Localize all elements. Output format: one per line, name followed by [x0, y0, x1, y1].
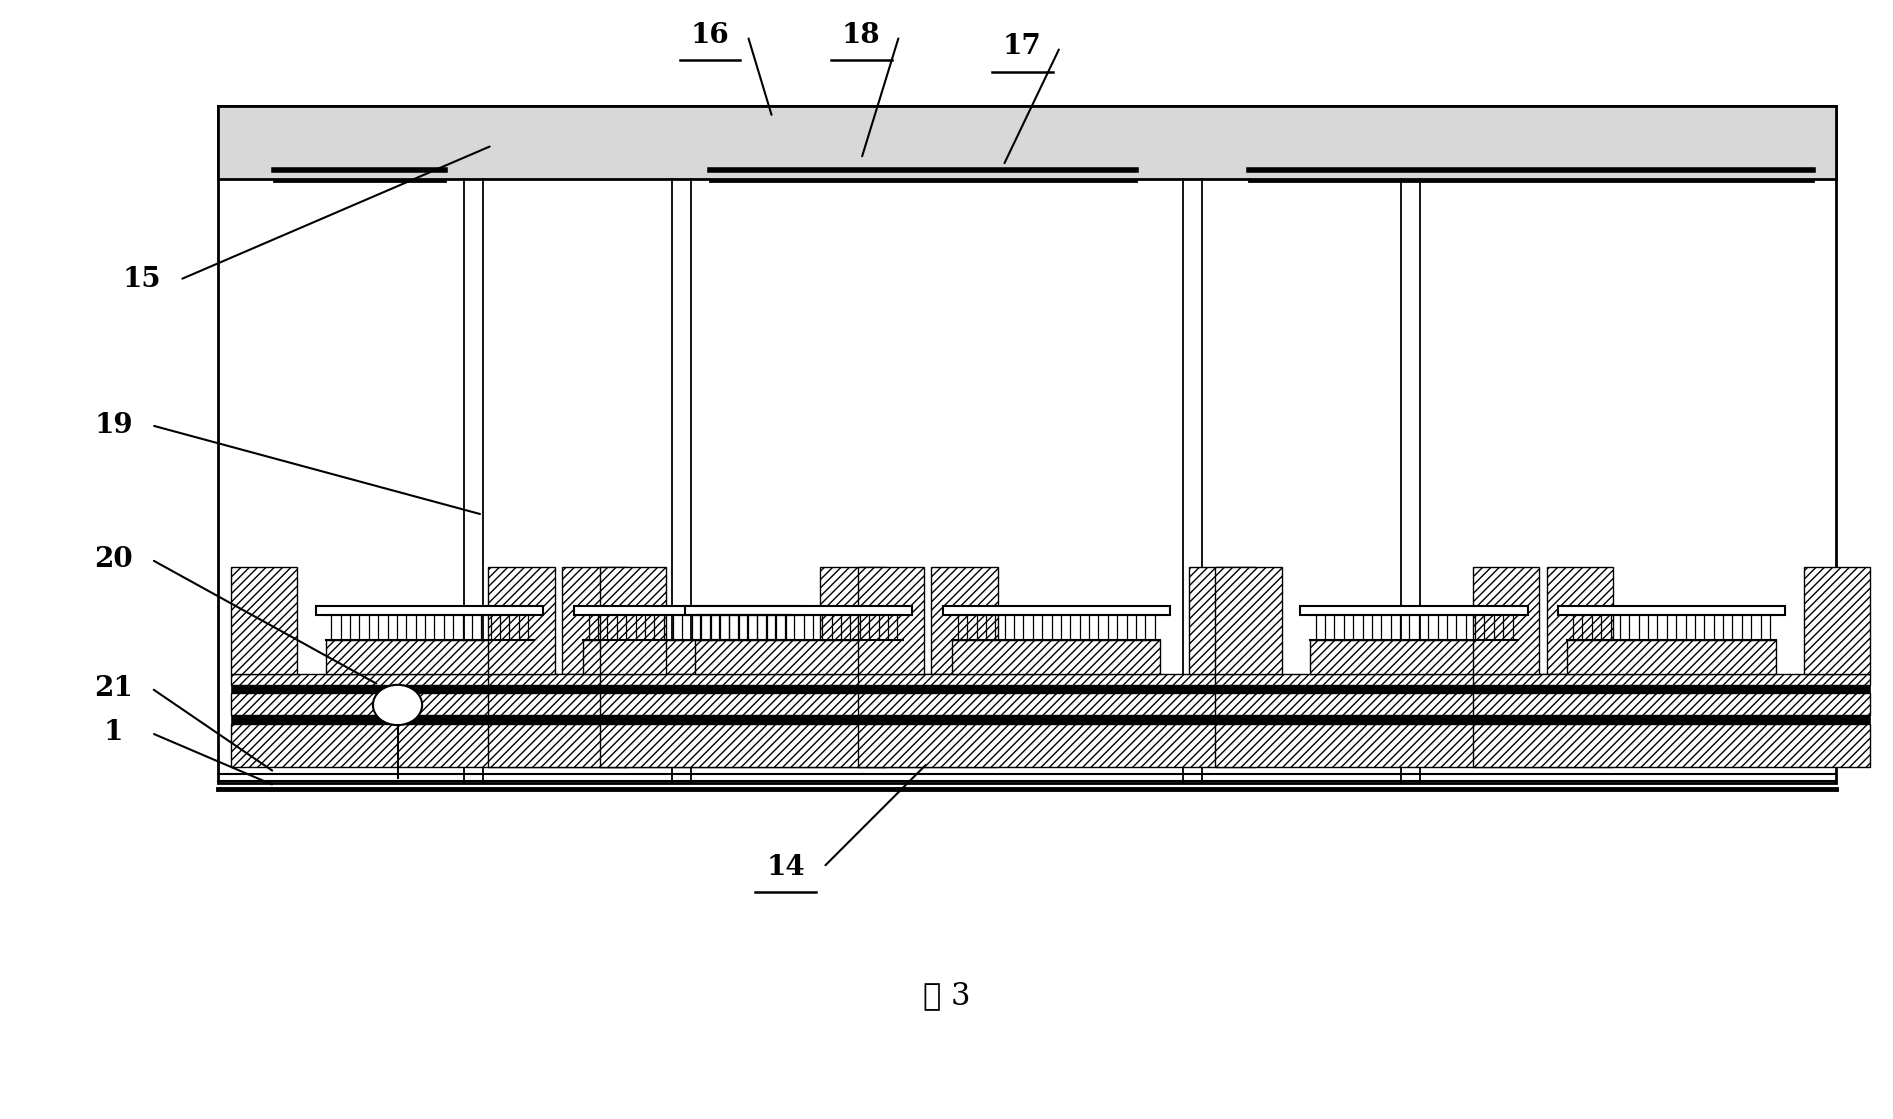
Bar [600, 567, 666, 674]
Bar [685, 606, 912, 615]
Bar [488, 567, 555, 674]
Text: 18: 18 [842, 22, 880, 49]
Bar [488, 724, 886, 767]
Bar [1215, 674, 1613, 685]
Bar [1473, 724, 1870, 767]
Text: 20: 20 [95, 546, 133, 573]
Bar [583, 640, 791, 674]
Bar [231, 724, 628, 767]
Bar [1215, 693, 1613, 715]
Bar [1473, 674, 1870, 685]
Text: 16: 16 [691, 22, 729, 49]
Bar [820, 567, 886, 674]
Bar [600, 693, 998, 715]
Bar [488, 674, 886, 685]
Bar [231, 693, 628, 715]
Bar [858, 715, 1255, 724]
Bar [326, 640, 534, 674]
Bar [1567, 640, 1776, 674]
Bar [1558, 606, 1785, 615]
Bar [931, 567, 998, 674]
Bar [1310, 640, 1518, 674]
Bar [1473, 693, 1870, 715]
Ellipse shape [373, 685, 422, 725]
Bar [1215, 724, 1613, 767]
Bar [858, 693, 1255, 715]
Bar [562, 567, 628, 674]
Bar [1189, 567, 1255, 674]
Bar [600, 724, 998, 767]
Bar [218, 106, 1836, 783]
Bar [488, 693, 886, 715]
Bar [943, 606, 1170, 615]
Text: 14: 14 [767, 854, 805, 881]
Bar [952, 640, 1160, 674]
Bar [316, 606, 543, 615]
Bar [1473, 715, 1870, 724]
Text: 21: 21 [95, 675, 133, 702]
Bar [231, 715, 628, 724]
Bar [1804, 567, 1870, 674]
Bar [600, 715, 998, 724]
Bar [858, 674, 1255, 685]
Bar [488, 715, 886, 724]
Bar [231, 674, 628, 685]
Text: 17: 17 [1003, 34, 1041, 60]
Text: 19: 19 [95, 412, 133, 439]
Bar [1300, 606, 1528, 615]
Bar [1215, 567, 1282, 674]
Bar [858, 685, 1255, 693]
Text: 1: 1 [104, 720, 123, 746]
Bar [1215, 715, 1613, 724]
Text: 图 3: 图 3 [922, 980, 971, 1012]
Bar [231, 567, 297, 674]
Bar [488, 685, 886, 693]
Bar [1215, 685, 1613, 693]
Bar [600, 685, 998, 693]
Bar [218, 106, 1836, 179]
Bar [858, 567, 924, 674]
Bar [574, 606, 801, 615]
Bar [1547, 567, 1613, 674]
Bar [858, 724, 1255, 767]
Bar [1473, 567, 1539, 674]
Bar [1473, 685, 1870, 693]
Bar [231, 685, 628, 693]
Text: 15: 15 [123, 266, 161, 293]
Bar [695, 640, 903, 674]
Bar [600, 674, 998, 685]
